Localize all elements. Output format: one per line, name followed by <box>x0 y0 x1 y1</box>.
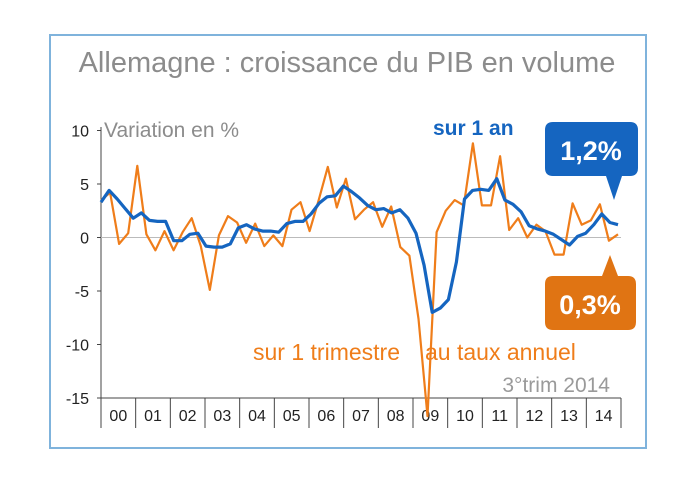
annual-badge-shape <box>545 122 638 200</box>
annual-badge: 1,2% <box>545 122 638 200</box>
x-tick-label: 06 <box>317 408 335 425</box>
x-tick-label: 13 <box>560 408 578 425</box>
x-tick-label: 04 <box>248 408 266 425</box>
x-tick-label: 11 <box>491 408 508 425</box>
x-tick-label: 05 <box>283 408 301 425</box>
source-note: 3°trim 2014 <box>502 374 610 397</box>
x-tick-label: 02 <box>179 408 197 425</box>
annual-badge-value: 1,2% <box>560 136 622 166</box>
quarterly-series-label-1: sur 1 trimestre <box>253 339 400 365</box>
x-tick-label: 07 <box>352 408 370 425</box>
annual-series-label: sur 1 an <box>433 117 514 140</box>
x-tick-label: 14 <box>595 408 613 425</box>
x-tick-label: 01 <box>144 408 162 425</box>
y-tick-label: 10 <box>71 124 89 141</box>
x-tick-label: 03 <box>213 408 231 425</box>
quarterly-series-line <box>100 142 619 418</box>
quarterly-badge-value: 0,3% <box>559 290 621 320</box>
quarterly-series-label-2: au taux annuel <box>425 339 576 365</box>
y-axis-label: Variation en % <box>104 119 239 142</box>
x-tick-label: 10 <box>456 408 474 425</box>
x-tick-label: 08 <box>387 408 405 425</box>
y-tick-label: 5 <box>80 177 89 194</box>
quarterly-badge: 0,3% <box>545 255 636 330</box>
y-tick-label: -15 <box>66 391 89 408</box>
y-tick-label: -5 <box>75 284 89 301</box>
series-layer <box>99 142 619 418</box>
quarterly-badge-shape <box>545 255 636 330</box>
x-tick-label: 09 <box>421 408 439 425</box>
y-tick-label: 0 <box>80 231 89 248</box>
y-ticks: 10 5 0 -5 -10 -15 <box>66 124 101 408</box>
chart-title: Allemagne : croissance du PIB en volume <box>79 47 616 79</box>
x-ticks: 00 01 02 03 04 05 06 07 08 09 10 11 12 13 14 <box>100 398 622 428</box>
y-tick-label: -10 <box>66 338 89 355</box>
x-tick-label: 12 <box>525 408 543 425</box>
annual-series-line <box>99 177 619 314</box>
chart-frame <box>49 34 647 449</box>
x-tick-label: 00 <box>109 408 127 425</box>
